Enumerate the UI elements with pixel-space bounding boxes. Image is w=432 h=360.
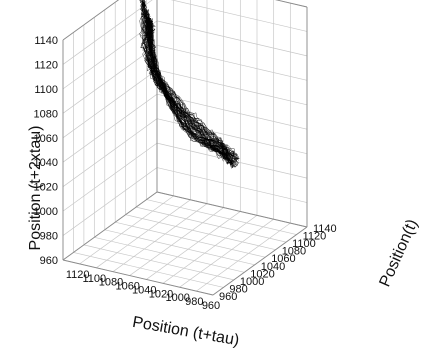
box-edge bbox=[156, 191, 308, 228]
z-tick-label: 1140 bbox=[34, 35, 58, 47]
y-tick-label: 980 bbox=[185, 296, 203, 308]
x-tick-label: 960 bbox=[219, 291, 237, 303]
trajectory-series bbox=[139, 0, 240, 169]
z-tick-label: 980 bbox=[40, 231, 58, 243]
x-tick-label: 1040 bbox=[261, 261, 285, 273]
x-tick-label: 1060 bbox=[271, 253, 295, 265]
floor-grid-line bbox=[83, 244, 234, 281]
back-wall-grid-line bbox=[62, 69, 158, 139]
floor-grid-line bbox=[112, 203, 208, 272]
trajectory-cycle bbox=[141, 0, 239, 161]
tick-labels: 9609801000102010401060108011001120114096… bbox=[34, 35, 337, 312]
trajectory-cycle bbox=[141, 0, 235, 157]
z-axis-label: Position (t+2xtau) bbox=[27, 126, 44, 251]
y-tick-label: 960 bbox=[202, 300, 220, 312]
floor-grid-line bbox=[162, 215, 258, 284]
box-edge bbox=[62, 0, 120, 41]
side-wall-grid-line bbox=[275, 0, 308, 8]
back-wall-grid-line bbox=[62, 20, 158, 90]
x-tick-label: 1000 bbox=[240, 276, 264, 288]
floor-grid-line bbox=[73, 252, 224, 288]
floor-grid-line bbox=[136, 206, 287, 243]
floor-grid-line bbox=[179, 218, 274, 288]
floor-grid-line bbox=[146, 199, 297, 235]
z-tick-label: 1080 bbox=[34, 108, 58, 120]
floor-grid-line bbox=[96, 199, 191, 269]
back-wall-grid-line bbox=[62, 45, 158, 114]
floor-grid-line bbox=[129, 207, 224, 276]
x-tick-label: 1140 bbox=[313, 223, 337, 235]
trajectory-cycle bbox=[144, 10, 238, 168]
y-tick-label: 1120 bbox=[66, 269, 90, 281]
x-tick-label: 1080 bbox=[282, 246, 306, 258]
box-edge bbox=[62, 259, 214, 296]
back-wall-grid-line bbox=[62, 93, 158, 163]
back-wall-grid-line bbox=[62, 118, 158, 187]
floor-grid-line bbox=[104, 229, 255, 266]
chart-grid bbox=[62, 0, 308, 296]
back-wall-grid-line bbox=[62, 142, 158, 212]
box-edge bbox=[212, 226, 308, 296]
side-wall-grid-line bbox=[156, 167, 308, 203]
back-wall-grid-line bbox=[62, 167, 158, 236]
floor-grid-line bbox=[125, 214, 276, 251]
x-tick-label: 980 bbox=[229, 283, 247, 295]
side-wall-grid-line bbox=[170, 0, 308, 32]
side-wall-grid-line bbox=[156, 44, 308, 81]
box-edge bbox=[275, 0, 308, 8]
x-axis-label: Position(t) bbox=[376, 217, 421, 290]
z-tick-label: 960 bbox=[40, 255, 58, 267]
floor-grid-line bbox=[196, 222, 291, 292]
y-tick-label: 1000 bbox=[165, 292, 189, 304]
floor-grid-line bbox=[79, 195, 174, 265]
z-tick-label: 1100 bbox=[34, 84, 58, 96]
side-wall-grid-line bbox=[156, 20, 308, 57]
box-edge bbox=[62, 191, 158, 261]
z-tick-label: 1020 bbox=[34, 182, 58, 194]
y-tick-label: 1020 bbox=[149, 288, 173, 300]
y-tick-label: 1080 bbox=[99, 277, 123, 289]
floor-grid-line bbox=[94, 236, 245, 273]
y-tick-label: 1100 bbox=[82, 273, 106, 285]
floor-grid-line bbox=[146, 211, 241, 280]
z-tick-label: 1040 bbox=[34, 157, 58, 169]
x-tick-label: 1020 bbox=[250, 268, 274, 280]
x-tick-label: 1100 bbox=[292, 238, 316, 250]
y-axis-label: Position (t+tau) bbox=[131, 314, 240, 350]
y-tick-label: 1060 bbox=[115, 281, 139, 293]
side-wall-grid-line bbox=[156, 69, 308, 106]
z-tick-label: 1000 bbox=[34, 206, 58, 218]
z-tick-label: 1120 bbox=[34, 59, 58, 71]
x-tick-label: 1120 bbox=[303, 231, 327, 243]
y-tick-label: 1040 bbox=[132, 284, 156, 296]
floor-grid-line bbox=[115, 221, 266, 258]
z-tick-label: 1060 bbox=[34, 133, 58, 145]
